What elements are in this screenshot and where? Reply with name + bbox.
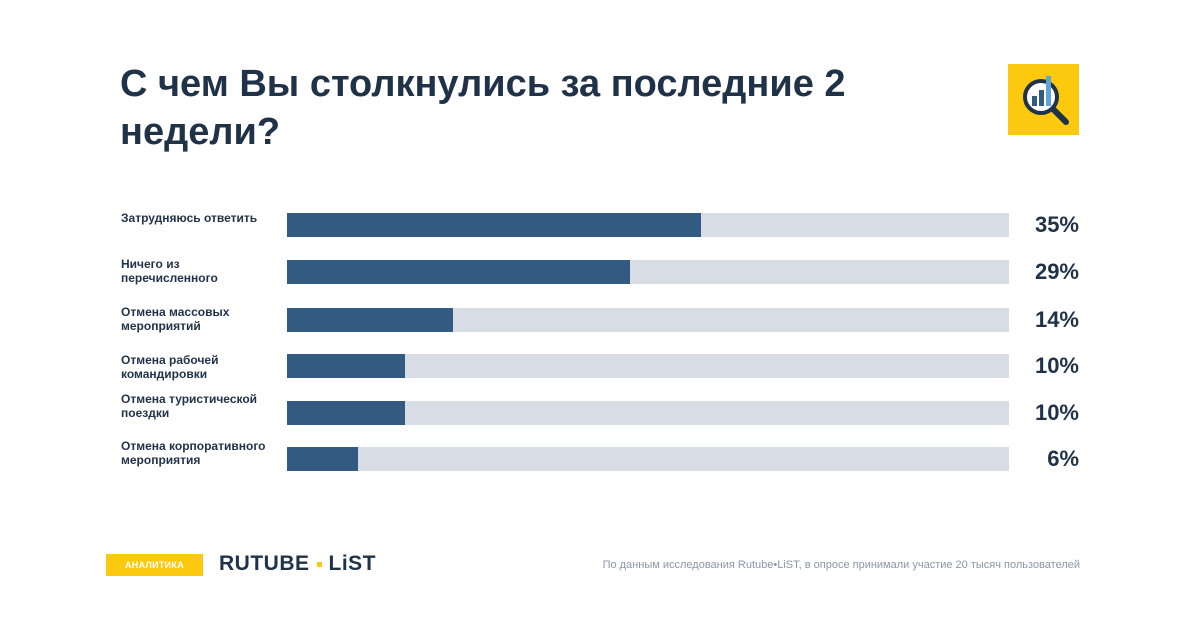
bar-track [287, 213, 1009, 237]
bar-track [287, 447, 1009, 471]
bar [287, 401, 405, 425]
bar-value-label: 10% [1034, 353, 1079, 378]
brand-dot-icon [316, 561, 322, 567]
bar-label: Затрудняюсь ответить [121, 211, 258, 225]
logo [1008, 64, 1079, 135]
bar-label: Отмена корпоративного мероприятия [121, 439, 266, 467]
bar-track [287, 260, 1009, 284]
bar [287, 447, 358, 471]
bar-label: Отмена туристической поездки [121, 392, 258, 420]
page-title: С чем Вы столкнулись за последние 2 неде… [120, 63, 846, 153]
bar-value-label: 35% [1034, 212, 1079, 237]
bar-value-label: 29% [1034, 259, 1079, 284]
source-note: По данным исследования Rutube•LiST, в оп… [602, 559, 1080, 571]
bar [287, 213, 701, 237]
analytics-badge: АНАЛИТИКА [106, 554, 203, 576]
bar-value-label: 6% [1047, 446, 1079, 471]
brand-name-left: RUTUBE [219, 552, 310, 575]
magnifier-chart-icon [1023, 76, 1069, 125]
bar-value-label: 10% [1034, 400, 1079, 425]
bar-label: Отмена массовых мероприятий [121, 305, 230, 333]
brand-logo: RUTUBE LiST [219, 552, 376, 576]
bar-label: Ничего из перечисленного [121, 257, 218, 285]
brand-name-right: LiST [328, 552, 376, 575]
bar-value-label: 14% [1034, 307, 1079, 332]
bar [287, 354, 405, 378]
bar-label: Отмена рабочей командировки [121, 353, 219, 381]
bar-track [287, 401, 1009, 425]
bar-track [287, 308, 1009, 332]
bar [287, 308, 453, 332]
bar-track [287, 354, 1009, 378]
bar [287, 260, 630, 284]
